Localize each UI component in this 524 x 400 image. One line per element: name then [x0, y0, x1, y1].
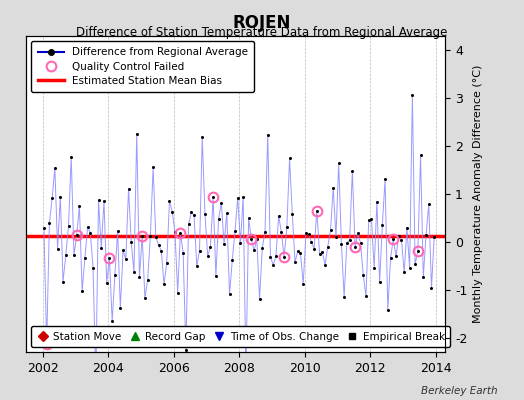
Legend: Station Move, Record Gap, Time of Obs. Change, Empirical Break: Station Move, Record Gap, Time of Obs. C… [31, 326, 450, 347]
Text: Berkeley Earth: Berkeley Earth [421, 386, 498, 396]
Text: Difference of Station Temperature Data from Regional Average: Difference of Station Temperature Data f… [77, 26, 447, 39]
Y-axis label: Monthly Temperature Anomaly Difference (°C): Monthly Temperature Anomaly Difference (… [473, 65, 483, 323]
Text: ROJEN: ROJEN [233, 14, 291, 32]
